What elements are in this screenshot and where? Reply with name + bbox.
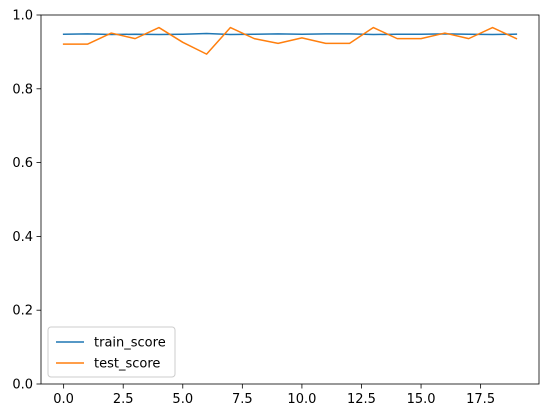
y-tick-label: 0.0	[12, 378, 33, 393]
x-axis: 0.0 2.5 5.0 7.5 10.0 12.5 15.0 17.5	[53, 384, 495, 407]
y-tick-label: 0.8	[12, 82, 33, 97]
y-tick-label: 0.4	[12, 230, 33, 245]
x-tick-label: 12.5	[347, 392, 376, 407]
y-tick-label: 1.0	[12, 9, 33, 24]
y-tick-label: 0.2	[12, 304, 33, 319]
legend: train_score test_score	[47, 326, 176, 378]
x-tick-label: 17.5	[466, 392, 495, 407]
y-axis: 0.0 0.2 0.4 0.6 0.8 1.0	[12, 9, 41, 393]
series-line-test-score	[62, 26, 518, 55]
axes-frame	[40, 14, 540, 385]
x-tick-label: 15.0	[407, 392, 436, 407]
x-tick-label: 5.0	[172, 392, 193, 407]
legend-label-train-score: train_score	[94, 336, 166, 351]
x-tick-label: 2.5	[113, 392, 134, 407]
x-tick-label: 0.0	[53, 392, 74, 407]
x-tick-label: 10.0	[287, 392, 316, 407]
plot-area	[40, 14, 540, 385]
legend-box	[47, 326, 176, 378]
legend-label-test-score: test_score	[94, 357, 160, 372]
y-tick-label: 0.6	[12, 156, 33, 171]
x-tick-label: 7.5	[232, 392, 253, 407]
